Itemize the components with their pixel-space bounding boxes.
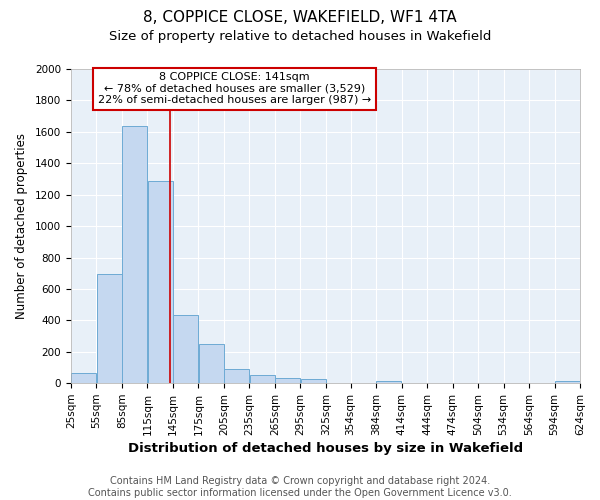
- Bar: [148, 182, 173, 383]
- Bar: [97, 274, 122, 383]
- Bar: [555, 381, 580, 383]
- Text: Size of property relative to detached houses in Wakefield: Size of property relative to detached ho…: [109, 30, 491, 43]
- Bar: [376, 381, 401, 383]
- Y-axis label: Number of detached properties: Number of detached properties: [15, 133, 28, 319]
- Text: 8, COPPICE CLOSE, WAKEFIELD, WF1 4TA: 8, COPPICE CLOSE, WAKEFIELD, WF1 4TA: [143, 10, 457, 25]
- X-axis label: Distribution of detached houses by size in Wakefield: Distribution of detached houses by size …: [128, 442, 523, 455]
- Bar: [301, 380, 326, 383]
- Bar: [275, 378, 300, 383]
- Bar: [250, 376, 275, 383]
- Bar: [71, 373, 96, 383]
- Text: 8 COPPICE CLOSE: 141sqm
← 78% of detached houses are smaller (3,529)
22% of semi: 8 COPPICE CLOSE: 141sqm ← 78% of detache…: [98, 72, 371, 106]
- Bar: [173, 315, 198, 383]
- Bar: [224, 369, 249, 383]
- Bar: [199, 344, 224, 383]
- Bar: [122, 126, 147, 383]
- Text: Contains HM Land Registry data © Crown copyright and database right 2024.
Contai: Contains HM Land Registry data © Crown c…: [88, 476, 512, 498]
